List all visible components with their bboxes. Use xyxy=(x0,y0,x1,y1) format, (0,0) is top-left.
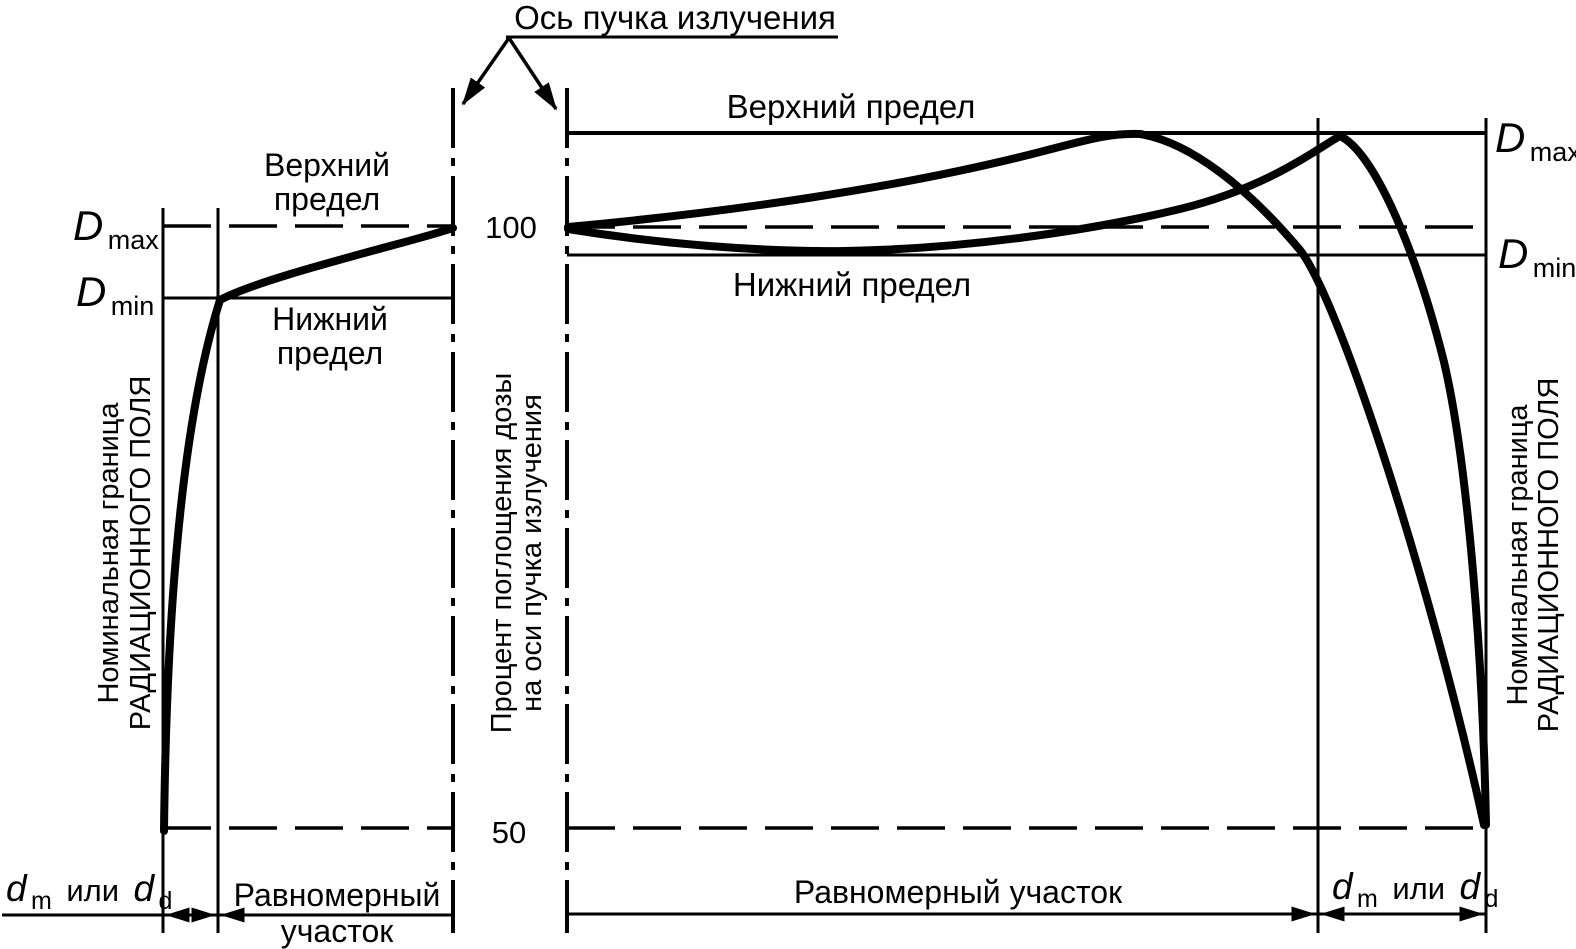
left-dmax-label: D max xyxy=(73,202,159,255)
left-lower-limit-label-line1: Нижний xyxy=(272,301,388,337)
beam-axis-callout: Ось пучка излучения xyxy=(461,0,838,111)
right-lower-limit-label: Нижний предел xyxy=(733,266,971,303)
left-upper-limit-label-line2: предел xyxy=(274,181,380,217)
beam-axis-pointer-right-arrow-icon xyxy=(507,37,558,111)
tick-100: 100 xyxy=(485,210,537,245)
left-field-boundary-label-line2: РАДИАЦИОННОГО ПОЛЯ xyxy=(125,376,157,731)
center-axis-label-line1: Процент поглощения дозы xyxy=(486,373,518,734)
right-field-boundary-label-line2: РАДИАЦИОННОГО ПОЛЯ xyxy=(1533,378,1565,733)
left-field-boundary-label-line1: Номинальная граница xyxy=(93,402,125,704)
left-lower-limit-label-line2: предел xyxy=(277,335,383,371)
left-dmin-label: D min xyxy=(76,268,154,321)
right-plot: Верхний предел Нижний предел D max D min… xyxy=(564,88,1576,933)
right-dmax-label: D max xyxy=(1495,114,1576,167)
center-scale: 100 50 Процент поглощения дозы на оси пу… xyxy=(485,210,548,850)
right-dmin-label: D min xyxy=(1498,230,1576,283)
bottom-dimensions: d m или d d Равномерный участок Равномер… xyxy=(2,866,1498,949)
left-penumbra-label: d m или d d xyxy=(6,868,172,915)
right-penumbra-label: d m или d d xyxy=(1332,866,1498,913)
left-plot: Верхний предел Нижний предел D max D min… xyxy=(73,147,457,933)
beam-axis-pointer-left-arrow-icon xyxy=(461,36,511,106)
right-field-boundary-label-line1: Номинальная граница xyxy=(1502,404,1534,706)
right-upper-limit-label: Верхний предел xyxy=(727,88,976,125)
tick-50: 50 xyxy=(492,815,526,850)
beam-axis-label: Ось пучка излучения xyxy=(514,0,836,36)
left-uniform-region-label-line2: участок xyxy=(281,913,395,949)
right-dose-profile-curve-1 xyxy=(564,129,1488,829)
right-dose-profile-curve-2 xyxy=(564,131,1490,829)
left-upper-limit-label-line1: Верхний xyxy=(264,147,390,183)
right-uniform-region-label: Равномерный участок xyxy=(794,874,1123,910)
left-uniform-region-label-line1: Равномерный xyxy=(234,877,441,913)
center-axis-label-line2: на оси пучка излучения xyxy=(516,394,548,712)
left-dose-profile-curve xyxy=(160,224,457,835)
